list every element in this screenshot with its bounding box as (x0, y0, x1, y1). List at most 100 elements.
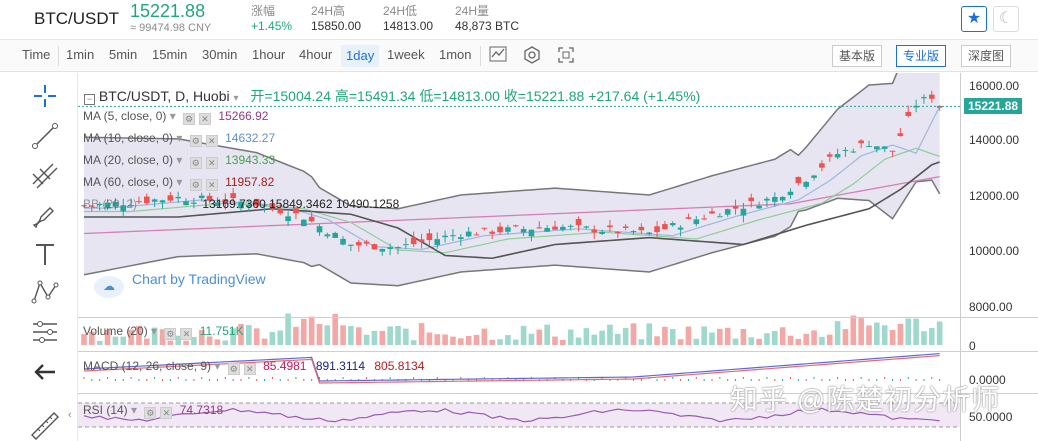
candle-body (261, 204, 268, 206)
candle-body (622, 226, 629, 228)
candle-body (866, 146, 872, 148)
volume-bar (89, 331, 95, 345)
volume-legend: Volume (20) ▾ ⚙ ✕ 11.751K (83, 324, 244, 340)
candle-body (756, 205, 762, 209)
volume-bar (214, 339, 221, 345)
collapse-legend-icon[interactable]: − (84, 94, 95, 105)
indicator-settings-icon[interactable] (28, 315, 62, 349)
close-icon[interactable]: ✕ (205, 157, 218, 169)
tradingview-branding[interactable]: ☁ Chart by TradingView (94, 271, 266, 298)
favorite-star-icon[interactable]: ★ (961, 6, 987, 32)
gear-icon[interactable]: ⚙ (189, 135, 202, 147)
volume-bar (222, 340, 229, 345)
volume-bar (544, 324, 550, 345)
gear-icon[interactable]: ⚙ (189, 179, 202, 191)
candle-body (363, 241, 370, 244)
ma60-line (83, 175, 940, 235)
close-icon[interactable]: ✕ (199, 113, 212, 125)
candle-body (662, 224, 668, 230)
collapse-chevron-icon[interactable]: ‹ (68, 409, 72, 421)
candle-body (206, 195, 213, 201)
volume-bar (434, 334, 441, 345)
volume-bar (646, 323, 652, 345)
view-depth-button[interactable]: 深度图 (961, 45, 1012, 67)
candle-body (497, 226, 503, 233)
gear-icon[interactable]: ⚙ (164, 328, 177, 340)
settings-gear-icon[interactable] (521, 46, 543, 66)
candle-body (732, 206, 739, 209)
candle-body (520, 229, 527, 233)
candle-body (858, 140, 864, 144)
volume-bar (379, 330, 386, 345)
close-icon[interactable]: ✕ (205, 135, 218, 147)
candle-body (583, 226, 590, 228)
interval-5min[interactable]: 5min (109, 47, 138, 62)
ruler-icon[interactable] (28, 407, 62, 441)
gear-icon[interactable]: ⚙ (189, 157, 202, 169)
candle-body (458, 237, 464, 239)
volume-bar (583, 328, 590, 345)
candle-body (693, 219, 700, 225)
volume-bar (112, 336, 119, 345)
candle-body (819, 163, 825, 168)
chart-type-icon[interactable] (487, 46, 509, 66)
pattern-tool-icon[interactable] (28, 275, 62, 309)
candle-body (717, 216, 723, 218)
ticker-header: BTC/USDT 15221.88 ≈ 99474.98 CNY 涨幅 +1.4… (0, 0, 1038, 40)
ma5-legend: MA (5, close, 0) ▾ ⚙ ✕ 15266.92 (83, 109, 269, 125)
close-icon[interactable]: ✕ (160, 407, 173, 419)
candle-body (552, 226, 558, 230)
volume-bar (929, 328, 935, 345)
interval-1mon[interactable]: 1mon (439, 47, 472, 62)
text-tool-icon[interactable] (28, 237, 62, 271)
volume-bar (387, 326, 393, 345)
close-icon[interactable]: ✕ (243, 363, 256, 375)
volume-bar (567, 329, 574, 345)
interval-1hour[interactable]: 1hour (252, 47, 286, 62)
brush-icon[interactable] (28, 199, 62, 233)
legend-dropdown-icon[interactable]: ▾ (233, 93, 239, 104)
interval-1week[interactable]: 1week (387, 47, 425, 62)
close-icon[interactable]: ✕ (205, 179, 218, 191)
trend-line-icon[interactable] (28, 119, 62, 153)
interval-30min[interactable]: 30min (202, 47, 238, 62)
candle-body (811, 175, 817, 178)
gear-icon[interactable]: ⚙ (227, 363, 240, 375)
candle-body (685, 217, 692, 219)
crosshair-icon[interactable] (28, 79, 62, 113)
candle-body (646, 232, 652, 235)
interval-4hour[interactable]: 4hour (299, 47, 333, 62)
rsi-axis-label: 50.0000 (969, 410, 1013, 424)
interval-15min[interactable]: 15min (152, 47, 188, 62)
axis-label: 10000.00 (969, 244, 1020, 258)
volume-bar (677, 339, 684, 345)
gear-icon[interactable]: ⚙ (144, 407, 157, 419)
symbol-title[interactable]: BTC/USDT (34, 9, 119, 28)
volume-bar (787, 335, 794, 345)
candle-body (929, 94, 935, 99)
gear-icon[interactable]: ⚙ (183, 113, 196, 125)
view-pro-button[interactable]: 专业版 (896, 45, 947, 67)
candle-body (544, 227, 550, 232)
volume-bar (764, 333, 770, 345)
interval-1min[interactable]: 1min (66, 47, 95, 62)
back-arrow-icon[interactable] (28, 355, 62, 389)
candle-body (913, 105, 919, 108)
fullscreen-icon[interactable] (555, 46, 577, 66)
fib-tool-icon[interactable] (28, 159, 62, 193)
current-price-tag: 15221.88 (964, 98, 1023, 114)
pane-divider[interactable] (78, 351, 1038, 352)
chart-pane[interactable]: − BTC/USDT, D, Huobi ▾ 开=15004.24 高=1549… (78, 73, 960, 441)
volume-bar (638, 339, 645, 345)
night-mode-moon-icon[interactable]: ☾ (993, 6, 1019, 32)
pane-divider[interactable] (78, 393, 1038, 394)
price-axis[interactable]: 16000.00 14000.00 12000.00 10000.00 8000… (960, 73, 1038, 441)
close-icon[interactable]: ✕ (180, 328, 193, 340)
chart-toolbar: Time 1min 5min 15min 30min 1hour 4hour 1… (0, 40, 1038, 72)
volume-bar (96, 340, 103, 345)
pane-divider[interactable] (78, 317, 1038, 318)
candle-body (881, 146, 888, 149)
candle-body (371, 244, 378, 250)
view-basic-button[interactable]: 基本版 (832, 45, 883, 67)
interval-1day[interactable]: 1day (341, 45, 380, 67)
